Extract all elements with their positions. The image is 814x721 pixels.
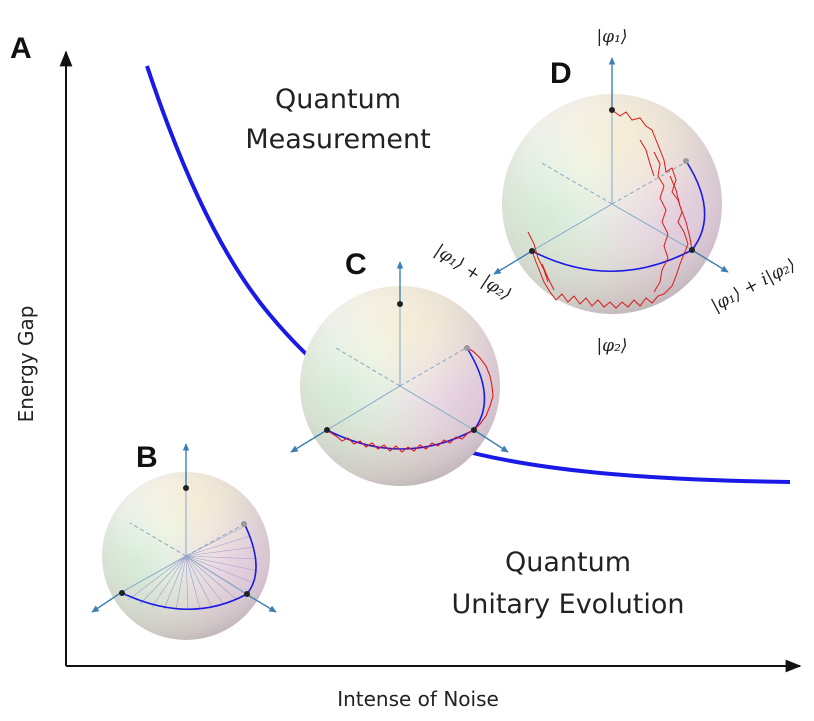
sphere-b-point-3 bbox=[241, 521, 247, 527]
bloch-sphere-d bbox=[493, 57, 729, 314]
sphere-d-x-arrow bbox=[493, 250, 533, 275]
sphere-c-point-1 bbox=[324, 427, 330, 433]
region-unitary-line1: Quantum bbox=[505, 547, 631, 578]
panel-label-d: D bbox=[550, 57, 572, 90]
ket-sum-label: |φ₁⟩ + |φ₂⟩ bbox=[431, 241, 515, 305]
sphere-d-point-3 bbox=[683, 158, 689, 164]
sphere-b-x-arrow bbox=[91, 591, 123, 613]
sphere-d-point-1 bbox=[529, 248, 535, 254]
sphere-b-fan bbox=[127, 525, 259, 611]
sphere-c-pole-point bbox=[397, 301, 403, 307]
sphere-d-trajectory bbox=[527, 109, 693, 309]
sphere-b-y-arrow bbox=[245, 593, 277, 613]
sphere-b-point-1 bbox=[119, 590, 125, 596]
sphere-b-point-2 bbox=[244, 591, 250, 597]
ket-sum-i-label: |φ₁⟩ + i|φ₂⟩ bbox=[708, 255, 799, 316]
panel-label-b: B bbox=[136, 441, 158, 474]
bloch-sphere-b bbox=[91, 443, 277, 640]
sphere-d-pole-point bbox=[609, 107, 615, 113]
sphere-c-point-2 bbox=[471, 427, 477, 433]
sphere-c-trajectory bbox=[327, 347, 494, 453]
panel-label-c: C bbox=[345, 248, 367, 281]
sphere-b-equator bbox=[121, 524, 257, 611]
sphere-c-y-arrow bbox=[473, 429, 509, 453]
sphere-d-equator bbox=[531, 160, 706, 273]
main-axes bbox=[59, 50, 802, 673]
sphere-b-pole-point bbox=[183, 485, 189, 491]
ket-phi2-label: |φ₂⟩ bbox=[596, 336, 627, 356]
region-unitary-line2: Unitary Evolution bbox=[451, 589, 684, 620]
y-axis-label: Energy Gap bbox=[14, 306, 38, 423]
ket-phi1-label: |φ₁⟩ bbox=[596, 27, 627, 47]
sphere-c-point-3 bbox=[464, 345, 470, 351]
bloch-sphere-c bbox=[290, 261, 509, 486]
sphere-d-point-2 bbox=[689, 247, 695, 253]
panel-label-a: A bbox=[10, 32, 32, 65]
region-measurement-line2: Measurement bbox=[245, 124, 430, 155]
sphere-c-x-arrow bbox=[290, 429, 328, 453]
x-axis-label: Intense of Noise bbox=[337, 687, 499, 711]
region-measurement-line1: Quantum bbox=[275, 84, 401, 115]
sphere-d-y-arrow bbox=[691, 249, 729, 273]
